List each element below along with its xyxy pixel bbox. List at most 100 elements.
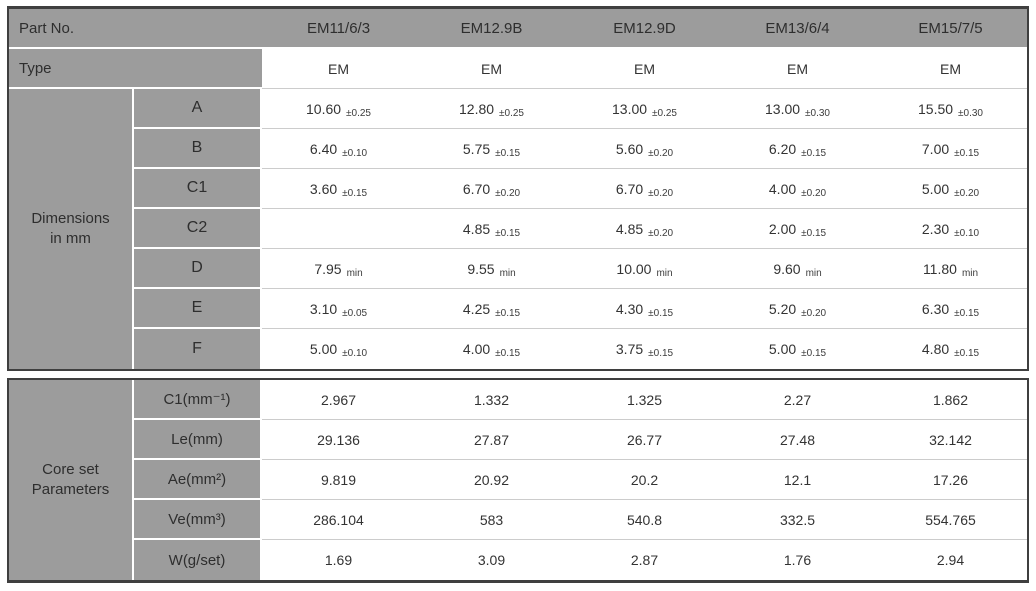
parameter-value-cell: 2.967 (262, 380, 415, 420)
dimension-row: C1 3.60 ±0.15 6.70 ±0.20 6.70 ±0.20 4.00 ±0.… (9, 169, 1027, 209)
dimension-value-cell: 7.95 min (262, 249, 415, 289)
dimension-value-cell: 6.40 ±0.10 (262, 129, 415, 169)
dimension-row-label: E (134, 289, 262, 329)
parameter-value-cell: 20.92 (415, 460, 568, 500)
dimension-value: 3.60 (309, 180, 338, 197)
dimension-value-cell: 7.00 ±0.15 (874, 129, 1027, 169)
dimension-tolerance: ±0.30 (805, 107, 830, 119)
parameter-value-cell: 540.8 (568, 500, 721, 540)
dimension-value-cell: 13.00 ±0.30 (721, 89, 874, 129)
dimension-value-cell: 5.00 ±0.15 (721, 329, 874, 369)
dimension-row-label: C2 (134, 209, 262, 249)
dimensions-section-label-text: Dimensions in mm (9, 209, 132, 250)
dimension-value: 5.00 (768, 341, 797, 357)
dimension-min-label: min (805, 267, 822, 279)
dimension-value: 13.00 (765, 100, 801, 117)
parameter-value-cell: 1.76 (721, 540, 874, 580)
dimension-value: 5.00 (309, 341, 338, 357)
parameter-value-cell: 29.136 (262, 420, 415, 460)
parameter-row-label: Le(mm) (134, 420, 262, 460)
dimension-row-label: D (134, 249, 262, 289)
dimension-value: 6.70 (615, 180, 644, 197)
parameter-value-cell: 26.77 (568, 420, 721, 460)
dimension-value-cell: 6.70 ±0.20 (568, 169, 721, 209)
dimension-value-cell: 15.50 ±0.30 (874, 89, 1027, 129)
section-label-line: Core set (42, 460, 99, 478)
dimension-tolerance: ±0.20 (954, 187, 980, 199)
type-value: EM (415, 49, 568, 89)
dimension-value: 7.95 (314, 260, 342, 277)
parameter-value-cell: 20.2 (568, 460, 721, 500)
dimension-tolerance: ±0.15 (954, 147, 980, 159)
dimension-value: 7.00 (921, 140, 950, 157)
dimension-value-cell: 3.75 ±0.15 (568, 329, 721, 369)
dimension-tolerance: ±0.10 (342, 147, 368, 159)
dimension-tolerance: ±0.20 (495, 187, 521, 199)
dimension-tolerance: ±0.15 (495, 227, 521, 239)
dimension-value: 4.85 (462, 220, 491, 237)
dimension-value-cell: 4.30 ±0.15 (568, 289, 721, 329)
dimension-tolerance: ±0.15 (801, 348, 827, 359)
dimension-tolerance: ±0.15 (648, 348, 674, 359)
dimension-tolerance: ±0.15 (495, 307, 521, 319)
dimension-row: F 5.00 ±0.10 4.00 ±0.15 3.75 ±0.15 5.00 ±0.1… (9, 329, 1027, 369)
parameter-value-cell: 332.5 (721, 500, 874, 540)
parameter-value-cell: 3.09 (415, 540, 568, 580)
dimensions-section: Part No. EM11/6/3 EM12.9B EM12.9D EM13/6… (7, 6, 1029, 371)
core-set-section-label-text: Core set Parameters (9, 460, 132, 501)
dimension-tolerance: ±0.25 (499, 107, 524, 119)
parameter-value-cell: 12.1 (721, 460, 874, 500)
type-row: Type EM EM EM EM EM (9, 49, 1027, 89)
parameter-value-cell: 9.819 (262, 460, 415, 500)
dimension-value: 10.60 (306, 100, 342, 117)
type-value: EM (262, 49, 415, 89)
dimension-row: Dimensions in mm A 10.60 ±0.25 12.80 ±0.25… (9, 89, 1027, 369)
dimension-tolerance: ±0.20 (648, 147, 674, 159)
parameter-value-cell: 1.332 (415, 380, 568, 420)
parameter-value-cell: 286.104 (262, 500, 415, 540)
dimension-value-cell: 10.00 min (568, 249, 721, 289)
dimension-value: 4.80 (921, 341, 950, 357)
dimension-value: 5.60 (615, 140, 644, 157)
dimension-tolerance: ±0.10 (954, 227, 980, 239)
parameter-value-cell: 1.325 (568, 380, 721, 420)
type-value: EM (721, 49, 874, 89)
section-divider (7, 371, 1029, 378)
dimension-tolerance: ±0.25 (652, 107, 677, 119)
dimension-tolerance: ±0.20 (801, 187, 827, 199)
dimension-value: 5.00 (921, 180, 950, 197)
dimension-value: 4.00 (462, 341, 491, 357)
dimension-value-cell: 11.80 min (874, 249, 1027, 289)
dimension-value-cell: 4.00 ±0.15 (415, 329, 568, 369)
part-no-label: Part No. (9, 9, 262, 49)
parameter-row: Core set Parameters C1(mm⁻¹) 2.967 1.332… (9, 380, 1027, 580)
dimension-value: 4.30 (615, 300, 644, 317)
dimension-value: 11.80 (922, 260, 957, 277)
dimension-value: 2.00 (768, 220, 797, 237)
dimension-value: 9.55 (467, 260, 495, 277)
dimension-row-label: B (134, 129, 262, 169)
dimension-tolerance: ±0.15 (801, 227, 827, 239)
dimension-row: B 6.40 ±0.10 5.75 ±0.15 5.60 ±0.20 6.20 ±0.1… (9, 129, 1027, 169)
dimension-value-cell: 4.85 ±0.15 (415, 209, 568, 249)
dimension-tolerance: ±0.15 (954, 307, 980, 319)
dimension-value-cell: 4.80 ±0.15 (874, 329, 1027, 369)
parameter-value-cell: 554.765 (874, 500, 1027, 540)
dimension-value-cell: 4.25 ±0.15 (415, 289, 568, 329)
dimension-value: 5.75 (462, 140, 491, 157)
dimension-tolerance: ±0.30 (958, 107, 983, 119)
dimension-value-cell: 2.30 ±0.10 (874, 209, 1027, 249)
parameter-row-label: Ae(mm²) (134, 460, 262, 500)
dimension-value: 12.80 (459, 100, 495, 117)
dimension-value: 6.40 (309, 140, 338, 157)
parameter-value-cell: 1.69 (262, 540, 415, 580)
parameter-value-cell: 17.26 (874, 460, 1027, 500)
dimension-value: 6.30 (921, 300, 950, 317)
column-header: EM12.9D (568, 9, 721, 49)
core-set-section-label: Core set Parameters (9, 380, 134, 580)
dimension-value: 5.20 (768, 300, 797, 317)
dimension-row-label: A (134, 89, 262, 129)
dimension-tolerance: ±0.05 (342, 307, 368, 319)
parameter-value-cell: 583 (415, 500, 568, 540)
dimension-tolerance: ±0.20 (648, 187, 674, 199)
